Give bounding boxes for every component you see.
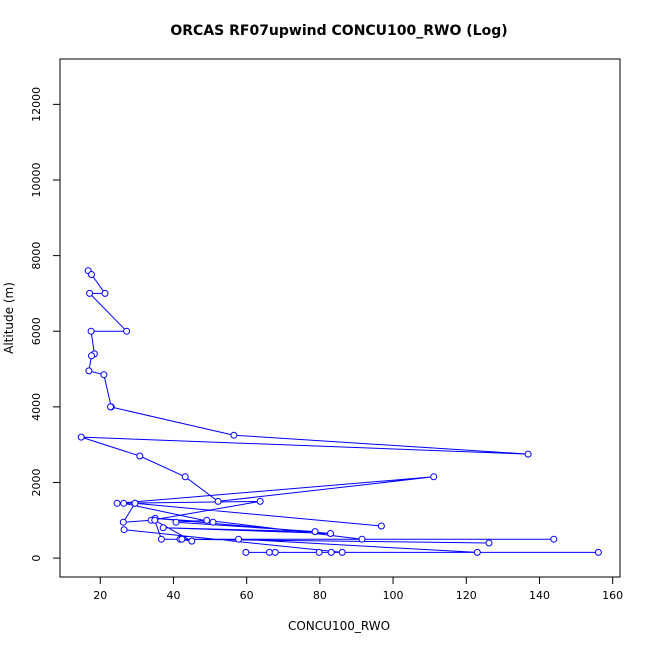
x-axis-label: CONCU100_RWO (288, 619, 390, 633)
data-point (88, 271, 95, 278)
data-point (524, 450, 532, 458)
y-tick-label: 6000 (30, 317, 43, 345)
x-axis: 20 40 60 80 100 120 140 160 (93, 577, 623, 602)
x-tick-label: 40 (166, 589, 180, 602)
x-tick-label: 100 (383, 589, 404, 602)
y-tick-label: 10000 (30, 162, 43, 197)
y-tick-label: 2000 (30, 468, 43, 496)
chart-title: ORCAS RF07upwind CONCU100_RWO (Log) (170, 23, 507, 39)
data-point (86, 289, 94, 297)
data-point (85, 367, 93, 375)
data-point (242, 548, 250, 556)
data-point (594, 548, 602, 556)
data-point (107, 403, 114, 411)
data-series (77, 267, 602, 556)
data-point (230, 431, 238, 439)
data-point (188, 537, 196, 545)
data-point (271, 548, 279, 556)
data-point (327, 530, 334, 537)
data-point (377, 522, 385, 530)
data-point (159, 524, 167, 532)
data-point (235, 535, 243, 543)
data-point (136, 452, 144, 460)
data-point (131, 499, 139, 507)
x-tick-label: 120 (456, 589, 477, 602)
plot-frame (59, 58, 621, 578)
data-point (214, 497, 222, 505)
data-point (327, 548, 335, 556)
data-point (311, 528, 319, 536)
data-point (485, 539, 493, 547)
data-point (178, 535, 186, 543)
x-tick-label: 140 (529, 589, 550, 602)
y-tick-label: 0 (30, 555, 43, 562)
data-point (151, 516, 159, 524)
data-point (172, 518, 180, 526)
x-tick-label: 80 (313, 589, 327, 602)
data-point (181, 473, 189, 481)
data-point (209, 518, 217, 526)
data-point (315, 548, 323, 556)
data-point (120, 526, 128, 534)
x-tick-label: 20 (93, 589, 107, 602)
data-point (100, 371, 108, 379)
data-point (119, 518, 127, 526)
data-point (473, 548, 481, 556)
data-point (113, 499, 121, 507)
data-point (256, 497, 264, 505)
data-point (157, 535, 165, 543)
data-point (203, 516, 211, 524)
data-point (120, 499, 128, 507)
data-point (123, 327, 131, 335)
y-tick-label: 4000 (30, 393, 43, 421)
y-axis-label: Altitude (m) (2, 282, 16, 354)
series-line (81, 270, 599, 553)
data-point (358, 535, 366, 543)
data-point (77, 433, 85, 441)
data-point (430, 473, 438, 481)
data-point (550, 535, 558, 543)
data-point (265, 548, 273, 556)
data-point (338, 548, 346, 556)
x-tick-label: 160 (602, 589, 623, 602)
data-point (87, 327, 95, 335)
data-point (101, 289, 109, 297)
y-tick-label: 12000 (30, 87, 43, 122)
data-point (88, 352, 95, 360)
x-tick-label: 60 (240, 589, 254, 602)
y-axis: 0 2000 4000 6000 8000 10000 12000 (30, 87, 60, 562)
y-tick-label: 8000 (30, 242, 43, 270)
